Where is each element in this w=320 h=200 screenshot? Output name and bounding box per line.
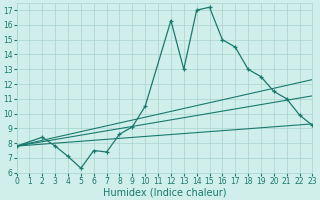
X-axis label: Humidex (Indice chaleur): Humidex (Indice chaleur) xyxy=(103,187,226,197)
